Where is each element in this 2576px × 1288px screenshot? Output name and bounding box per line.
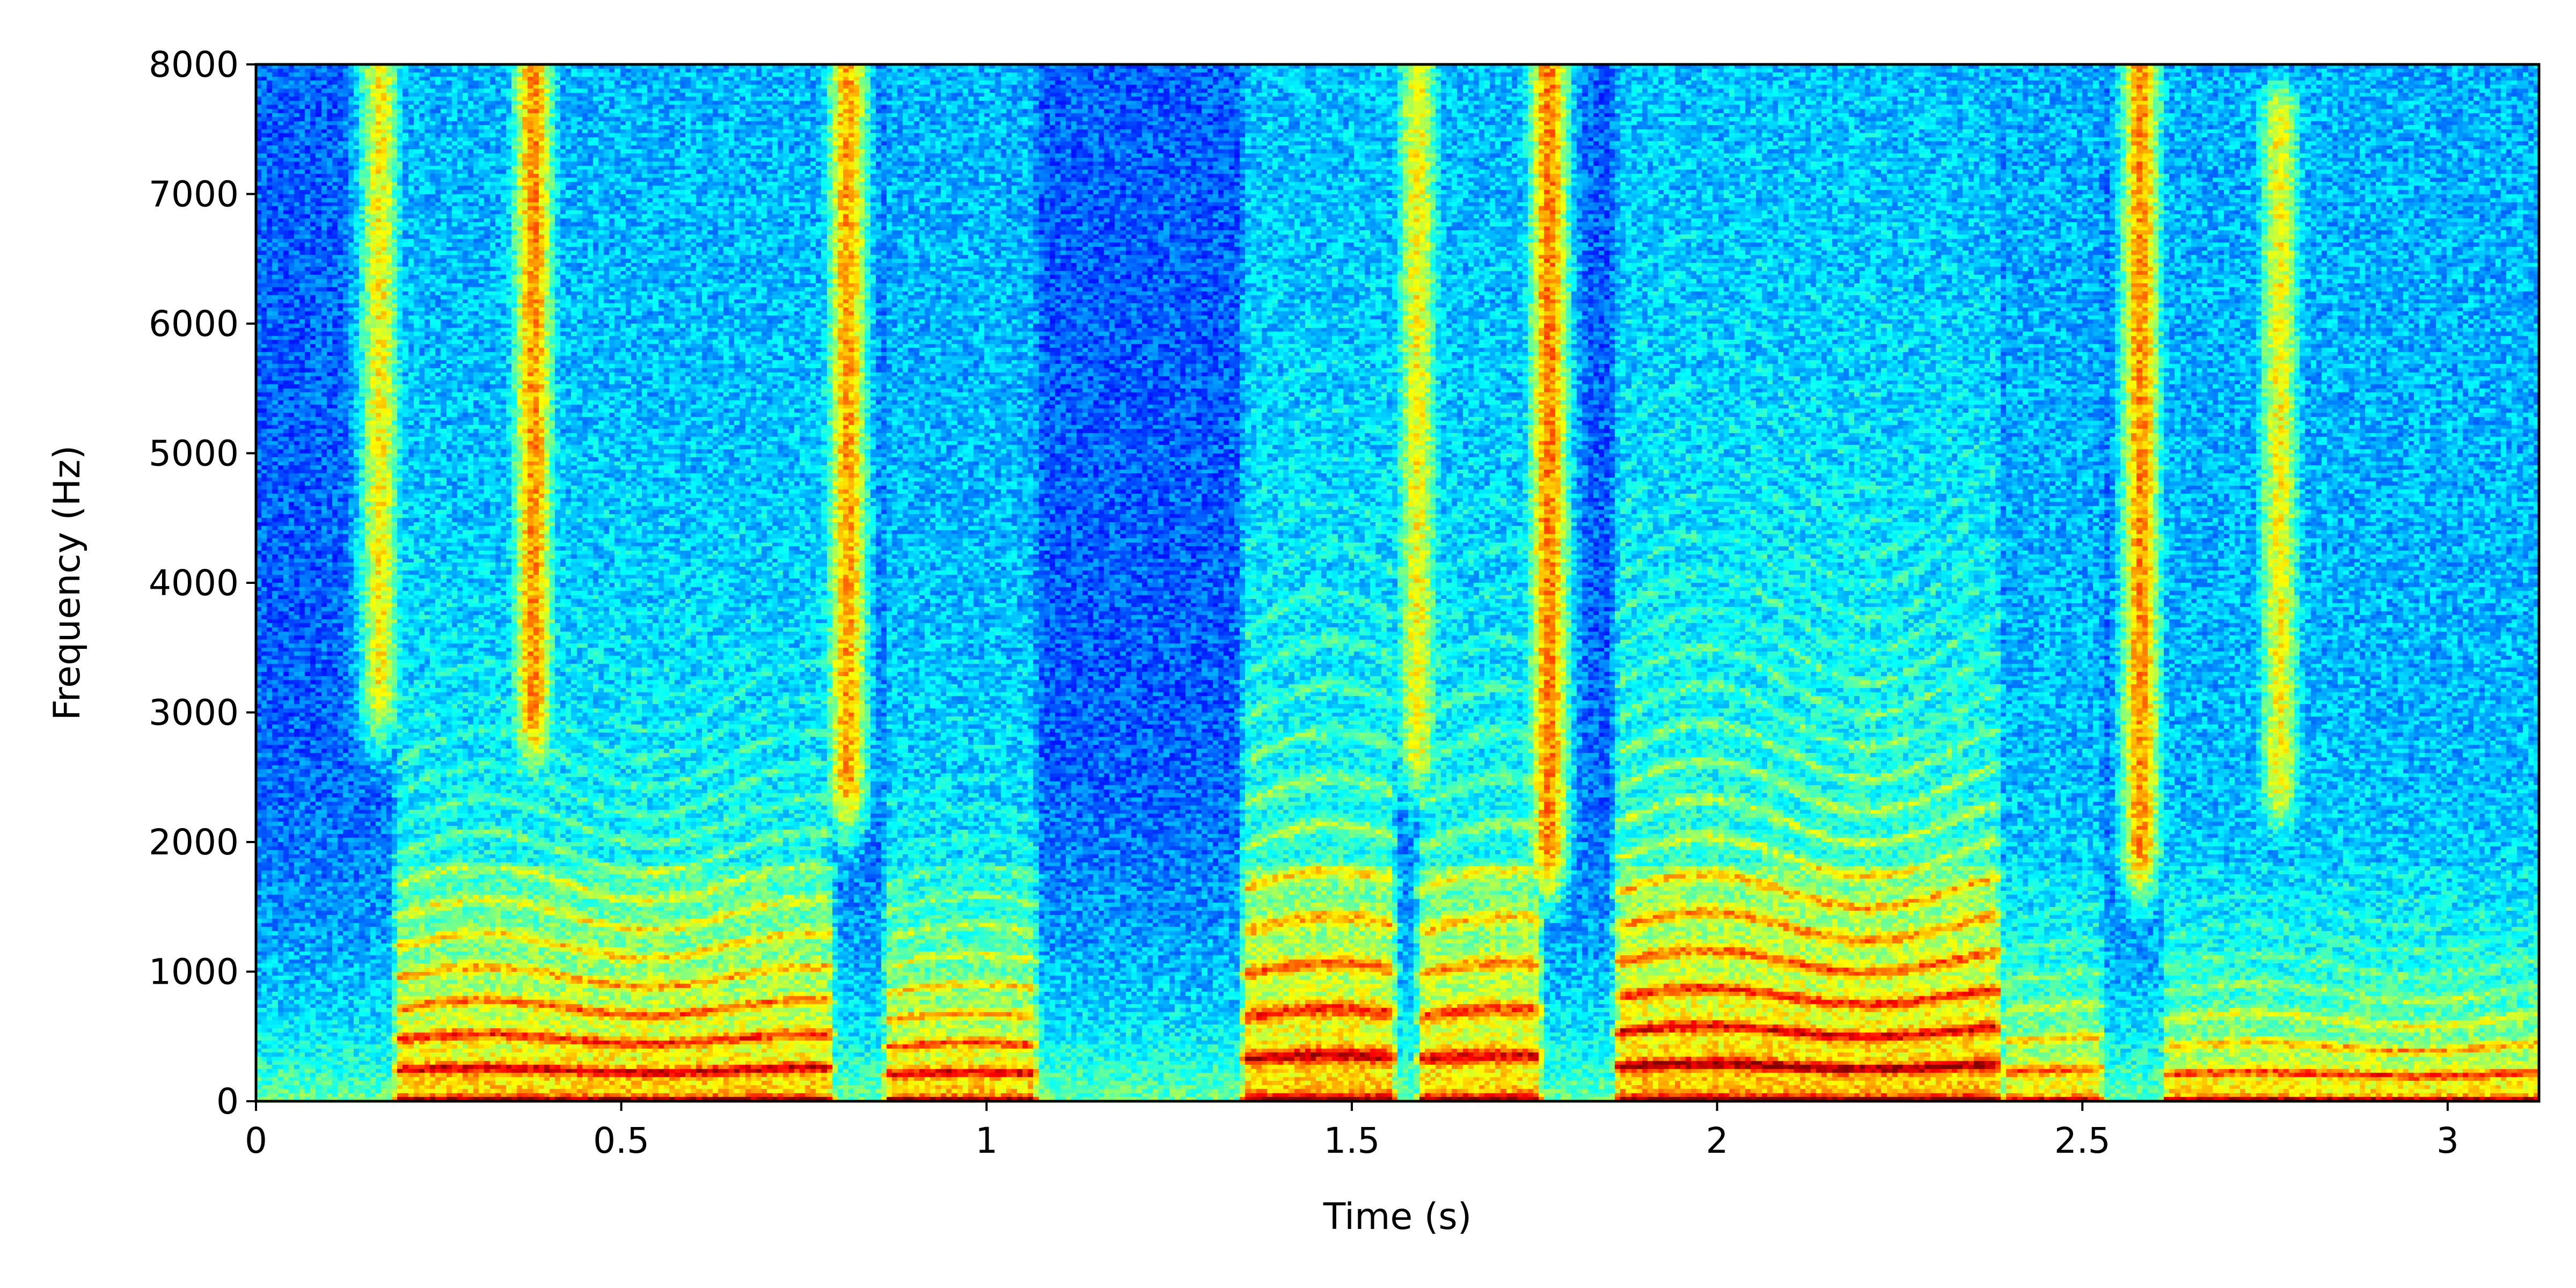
x-tick-label: 2.5 [2054, 1120, 2111, 1161]
x-tick-label: 2 [1706, 1120, 1729, 1161]
y-tick-label: 2000 [149, 822, 239, 863]
y-tick-label: 8000 [149, 44, 239, 85]
y-axis-label: Frequency (Hz) [46, 445, 89, 721]
x-axis: 0 0.5 1 1.5 2 2.5 3 [245, 1101, 2459, 1161]
x-tick-label: 1 [975, 1120, 998, 1161]
y-tick-label: 6000 [149, 303, 239, 345]
x-axis-label: Time (s) [1323, 1196, 1472, 1238]
y-tick-label: 7000 [149, 174, 239, 215]
x-tick-label: 3 [2436, 1120, 2459, 1161]
y-tick-label: 0 [216, 1081, 239, 1122]
y-axis: 0 1000 2000 3000 4000 5000 6000 7000 8000 [149, 44, 256, 1122]
spectrogram-image-container [256, 64, 2539, 1101]
x-tick-label: 0.5 [593, 1120, 649, 1161]
y-tick-label: 4000 [149, 562, 239, 604]
x-tick-label: 1.5 [1323, 1120, 1380, 1161]
plot-area [254, 63, 2541, 1103]
x-tick-label: 0 [245, 1120, 267, 1161]
y-tick-label: 3000 [149, 692, 239, 734]
y-tick-label: 1000 [149, 952, 239, 993]
y-tick-label: 5000 [149, 433, 239, 474]
spectrogram-heatmap [256, 64, 2539, 1101]
